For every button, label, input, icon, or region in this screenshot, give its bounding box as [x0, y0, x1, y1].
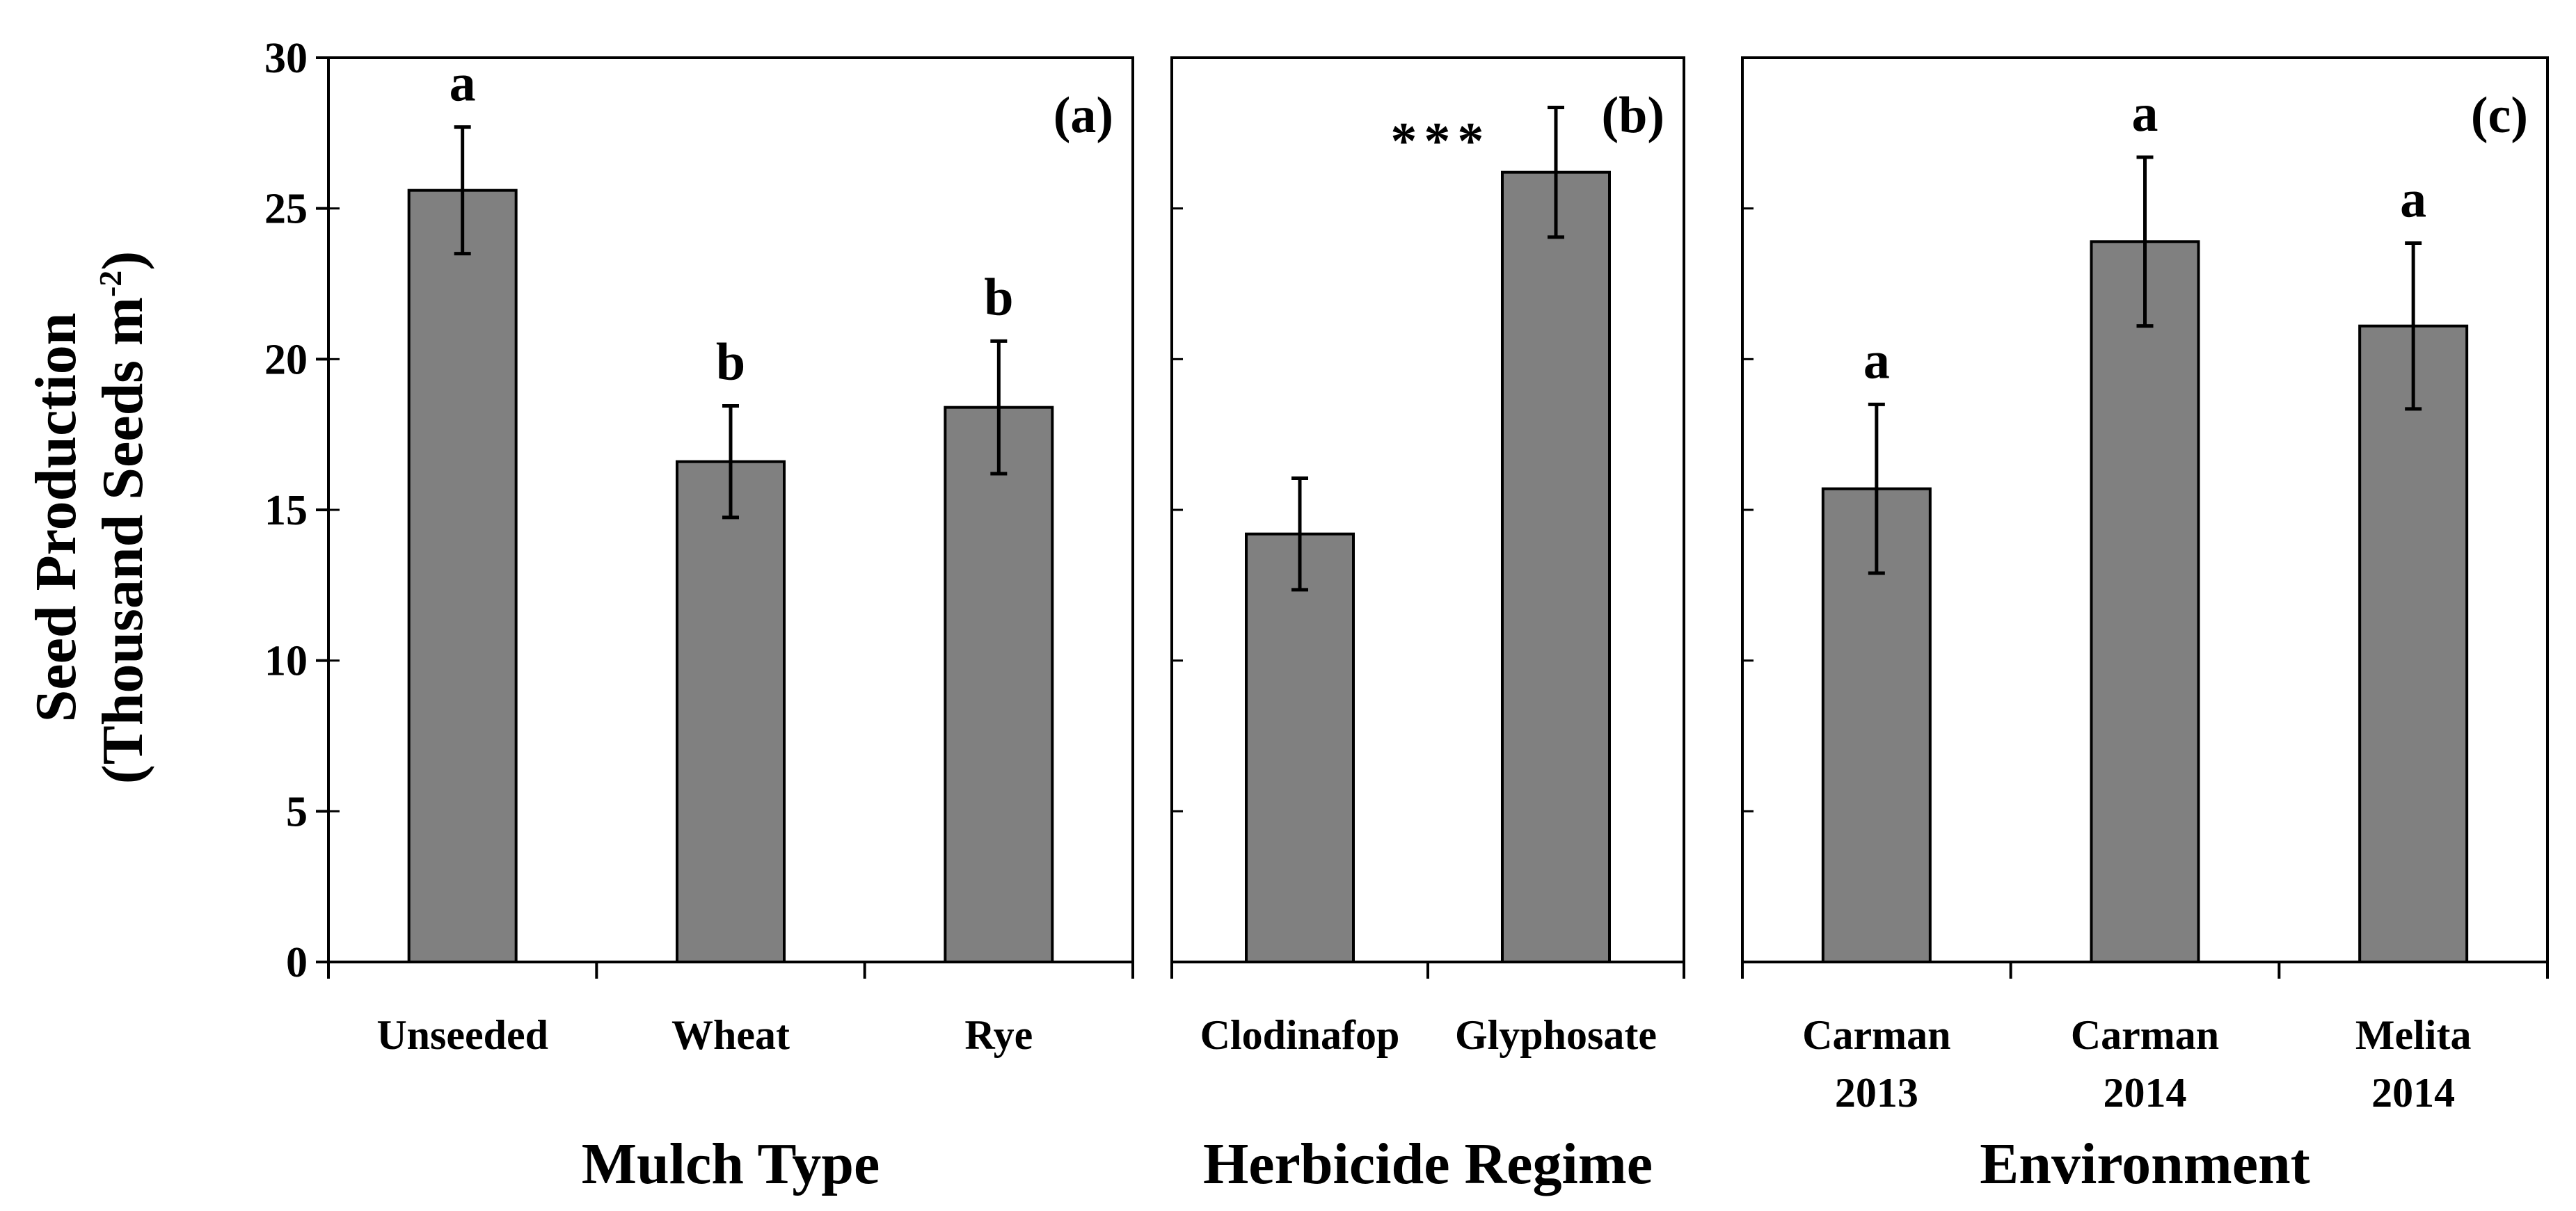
panel-label: (b)	[1602, 87, 1664, 144]
category-label: 2013	[1835, 1070, 1918, 1116]
y-tick-label: 0	[286, 939, 308, 986]
significance-letter: b	[716, 333, 745, 392]
y-axis-label-line1: Seed Production	[24, 313, 88, 723]
panel-label: (a)	[1054, 87, 1113, 144]
significance-letter: a	[2132, 84, 2158, 143]
x-axis-label: Mulch Type	[582, 1132, 880, 1196]
y-axis-label-exponent: -2	[93, 271, 128, 297]
significance-stars: ***	[1390, 112, 1490, 170]
category-label: Clodinafop	[1200, 1012, 1400, 1058]
y-tick-label: 20	[264, 336, 308, 383]
bar	[676, 460, 786, 963]
category-label: 2014	[2371, 1070, 2455, 1116]
y-tick-label: 15	[264, 487, 308, 534]
panel-frame	[1741, 56, 2549, 963]
significance-letter: b	[984, 268, 1013, 326]
panel-frame	[1170, 56, 1685, 963]
plot-area: 0 5 10 15 20 25 30 a Unseeded b Wheat b Rye (a) Mulch …	[264, 35, 2549, 1196]
significance-letter: a	[450, 54, 476, 113]
category-label: Wheat	[671, 1012, 790, 1058]
x-axis-label: Herbicide Regime	[1203, 1132, 1653, 1196]
significance-letter: a	[1863, 331, 1890, 390]
significance-letter: a	[2400, 170, 2426, 229]
y-axis-label-close: )	[90, 251, 155, 271]
panel-a: a Unseeded b Wheat b Rye (a) Mulch Type	[327, 54, 1134, 1196]
bar	[1245, 532, 1355, 963]
category-label: Carman	[2071, 1012, 2219, 1058]
category-label: Melita	[2355, 1012, 2472, 1058]
y-axis-label-line2: (Thousand Seeds m-2)	[90, 251, 155, 785]
panel-label: (c)	[2471, 87, 2528, 144]
panel-b: Clodinafop Glyphosate (b) *** Herbicide Regi…	[1170, 56, 1685, 1196]
x-axis-label: Environment	[1980, 1132, 2310, 1196]
bar	[407, 189, 518, 964]
category-label: 2014	[2104, 1070, 2187, 1116]
bar	[2090, 240, 2200, 963]
category-label: Unseeded	[376, 1012, 548, 1058]
y-tick-label: 5	[286, 788, 308, 835]
bar	[1501, 170, 1611, 964]
y-axis-label-unit: (Thousand Seeds m	[90, 297, 155, 784]
y-tick-label: 30	[264, 35, 308, 82]
category-label: Carman	[1802, 1012, 1950, 1058]
y-tick-label: 25	[264, 186, 308, 233]
bar	[944, 406, 1054, 963]
bar	[2358, 324, 2469, 963]
category-label: Glyphosate	[1455, 1012, 1657, 1058]
panel-frame	[327, 56, 1134, 963]
y-tick-label: 10	[264, 638, 308, 685]
panel-c: a Carman 2013 a Carman 2014 a Melita 2014 (c) Envi…	[1741, 56, 2549, 1196]
category-label: Rye	[964, 1012, 1033, 1058]
